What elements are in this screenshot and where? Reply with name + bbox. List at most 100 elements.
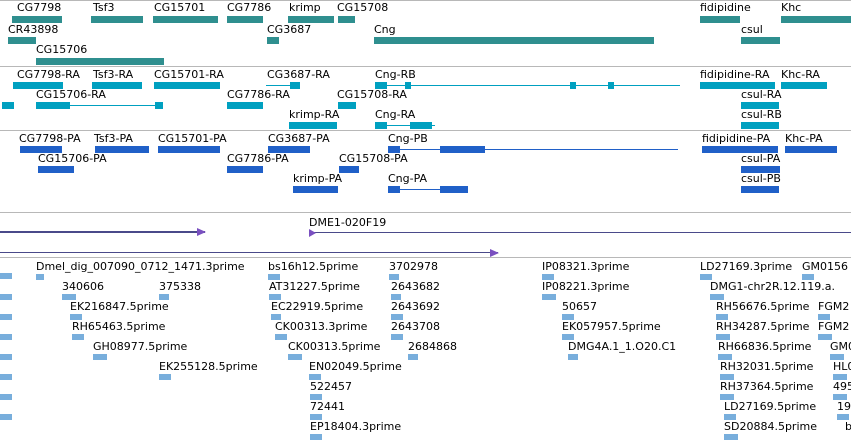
est-glyph[interactable] bbox=[408, 354, 418, 360]
est-glyph[interactable] bbox=[268, 274, 280, 280]
protein-glyph[interactable] bbox=[388, 186, 400, 193]
est-glyph[interactable] bbox=[833, 394, 847, 400]
est-glyph[interactable] bbox=[718, 354, 732, 360]
est-glyph[interactable] bbox=[0, 294, 12, 300]
transcript-glyph[interactable] bbox=[410, 122, 432, 129]
gene-glyph[interactable] bbox=[36, 58, 164, 65]
est-glyph[interactable] bbox=[0, 273, 12, 279]
protein-glyph[interactable] bbox=[785, 146, 837, 153]
clone-glyph[interactable] bbox=[309, 232, 851, 233]
protein-glyph[interactable] bbox=[741, 166, 780, 173]
gene-glyph[interactable] bbox=[741, 37, 780, 44]
protein-glyph[interactable] bbox=[95, 146, 149, 153]
gene-glyph[interactable] bbox=[12, 16, 62, 23]
protein-glyph[interactable] bbox=[158, 146, 220, 153]
transcript-glyph[interactable] bbox=[781, 82, 827, 89]
est-glyph[interactable] bbox=[159, 374, 171, 380]
transcript-glyph[interactable] bbox=[289, 122, 337, 129]
protein-glyph[interactable] bbox=[388, 146, 400, 153]
est-glyph[interactable] bbox=[542, 274, 554, 280]
est-glyph[interactable] bbox=[310, 414, 322, 420]
est-glyph[interactable] bbox=[568, 354, 578, 360]
gene-glyph[interactable] bbox=[8, 37, 36, 44]
est-glyph[interactable] bbox=[562, 314, 574, 320]
transcript-glyph[interactable] bbox=[36, 102, 70, 109]
protein-glyph[interactable] bbox=[702, 146, 778, 153]
gene-glyph[interactable] bbox=[338, 16, 355, 23]
est-glyph[interactable] bbox=[720, 374, 734, 380]
est-glyph[interactable] bbox=[833, 374, 847, 380]
est-glyph[interactable] bbox=[0, 374, 12, 380]
protein-glyph[interactable] bbox=[339, 166, 359, 173]
transcript-glyph[interactable] bbox=[338, 102, 356, 109]
est-glyph[interactable] bbox=[275, 334, 287, 340]
gene-glyph[interactable] bbox=[700, 16, 740, 23]
est-glyph[interactable] bbox=[62, 294, 76, 300]
est-glyph[interactable] bbox=[724, 434, 738, 440]
est-glyph[interactable] bbox=[720, 394, 734, 400]
protein-glyph[interactable] bbox=[38, 166, 74, 173]
est-glyph[interactable] bbox=[0, 334, 12, 340]
est-glyph[interactable] bbox=[310, 394, 322, 400]
protein-glyph[interactable] bbox=[227, 166, 263, 173]
gene-glyph[interactable] bbox=[374, 37, 654, 44]
transcript-glyph[interactable] bbox=[2, 102, 14, 109]
transcript-glyph[interactable] bbox=[608, 82, 614, 89]
protein-glyph[interactable] bbox=[741, 186, 779, 193]
transcript-glyph[interactable] bbox=[227, 102, 263, 109]
est-glyph[interactable] bbox=[288, 354, 302, 360]
transcript-glyph[interactable] bbox=[155, 102, 163, 109]
est-glyph[interactable] bbox=[310, 434, 322, 440]
est-glyph[interactable] bbox=[700, 274, 712, 280]
est-glyph[interactable] bbox=[269, 294, 281, 300]
gene-glyph[interactable] bbox=[91, 16, 143, 23]
est-glyph[interactable] bbox=[818, 334, 832, 340]
gene-glyph[interactable] bbox=[227, 16, 263, 23]
transcript-glyph[interactable] bbox=[570, 82, 576, 89]
est-glyph[interactable] bbox=[391, 334, 403, 340]
est-glyph[interactable] bbox=[716, 334, 730, 340]
est-glyph[interactable] bbox=[391, 294, 401, 300]
est-glyph[interactable] bbox=[724, 414, 736, 420]
clone-glyph[interactable] bbox=[0, 252, 498, 253]
transcript-glyph[interactable] bbox=[154, 82, 220, 89]
est-glyph[interactable] bbox=[309, 374, 321, 380]
transcript-glyph[interactable] bbox=[13, 82, 63, 89]
transcript-glyph[interactable] bbox=[375, 122, 387, 129]
est-glyph[interactable] bbox=[562, 334, 574, 340]
est-glyph[interactable] bbox=[36, 274, 44, 280]
protein-glyph[interactable] bbox=[20, 146, 62, 153]
protein-glyph[interactable] bbox=[440, 186, 468, 193]
est-glyph[interactable] bbox=[93, 354, 107, 360]
est-glyph[interactable] bbox=[391, 314, 403, 320]
transcript-glyph[interactable] bbox=[290, 82, 300, 89]
transcript-glyph[interactable] bbox=[375, 82, 387, 89]
est-glyph[interactable] bbox=[159, 294, 169, 300]
est-glyph[interactable] bbox=[818, 314, 830, 320]
est-glyph[interactable] bbox=[72, 334, 84, 340]
est-glyph[interactable] bbox=[271, 314, 281, 320]
clone-glyph[interactable] bbox=[0, 231, 205, 233]
protein-glyph[interactable] bbox=[268, 146, 310, 153]
est-glyph[interactable] bbox=[0, 414, 12, 420]
est-glyph[interactable] bbox=[716, 314, 728, 320]
transcript-glyph[interactable] bbox=[700, 82, 775, 89]
est-glyph[interactable] bbox=[0, 354, 12, 360]
est-glyph[interactable] bbox=[830, 354, 844, 360]
est-glyph[interactable] bbox=[837, 414, 849, 420]
gene-glyph[interactable] bbox=[781, 16, 851, 23]
est-glyph[interactable] bbox=[389, 274, 399, 280]
protein-glyph[interactable] bbox=[440, 146, 485, 153]
transcript-glyph[interactable] bbox=[405, 82, 411, 89]
est-glyph[interactable] bbox=[0, 314, 12, 320]
est-glyph[interactable] bbox=[542, 294, 556, 300]
est-glyph[interactable] bbox=[802, 274, 814, 280]
protein-glyph[interactable] bbox=[293, 186, 338, 193]
transcript-glyph[interactable] bbox=[741, 122, 779, 129]
gene-glyph[interactable] bbox=[288, 16, 334, 23]
est-glyph[interactable] bbox=[710, 294, 724, 300]
gene-glyph[interactable] bbox=[267, 37, 279, 44]
transcript-glyph[interactable] bbox=[741, 102, 779, 109]
est-glyph[interactable] bbox=[70, 314, 82, 320]
transcript-glyph[interactable] bbox=[92, 82, 142, 89]
